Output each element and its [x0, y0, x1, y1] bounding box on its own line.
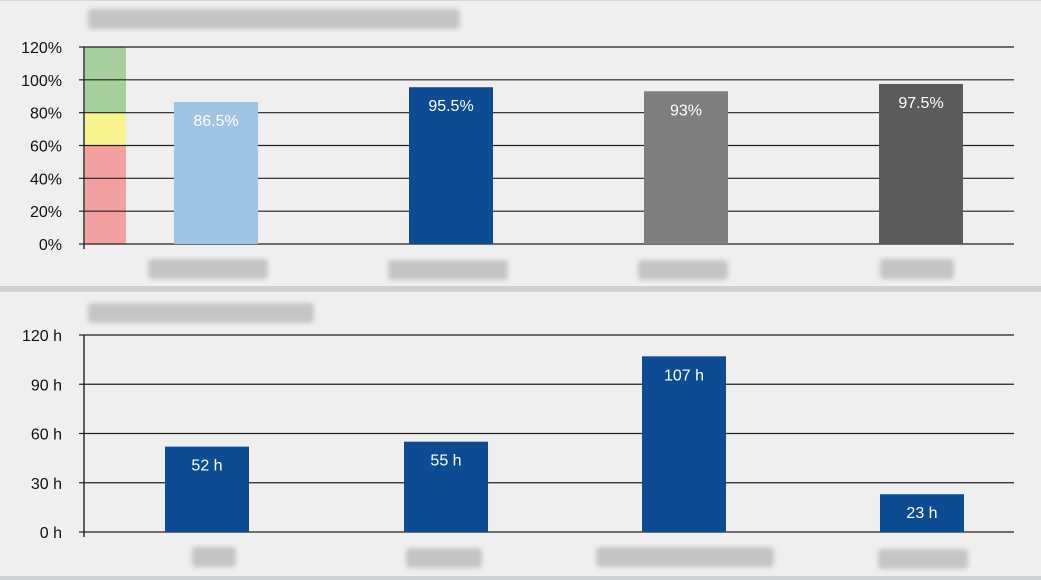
bar-value-label: 97.5% [898, 95, 943, 112]
chart-panel-top: 0% 20% 40% 60% 80% 100% 120% 86.5% 95.5% 93% 97.5% [0, 0, 1041, 286]
bar-0 [174, 101, 258, 244]
bar-value-label: 107 h [664, 367, 704, 384]
bar-2 [642, 356, 726, 532]
chart-title-blurred [88, 9, 460, 29]
bar-value-label: 55 h [430, 453, 461, 470]
category-label-blurred [148, 259, 268, 279]
chart-title-blurred [88, 303, 314, 323]
y-tick-label: 100% [21, 73, 62, 90]
threshold-band-1 [85, 112, 126, 146]
bar-3 [879, 83, 963, 244]
y-tick-label: 0 h [40, 525, 62, 542]
category-label-blurred [880, 259, 954, 279]
category-label-blurred [192, 547, 236, 567]
y-tick-label: 0% [39, 237, 62, 254]
bar-0 [165, 446, 249, 532]
bar-chart-hours: 0 h 30 h 60 h 90 h 120 h 52 h 55 h 107 h 23 h [22, 328, 1014, 542]
category-label-blurred [406, 548, 482, 568]
bar-3 [880, 494, 964, 532]
bar-value-label: 23 h [906, 505, 937, 522]
y-tick-label: 30 h [31, 476, 62, 493]
bar-2 [644, 91, 728, 244]
bar-1 [404, 441, 488, 532]
bar-value-label: 52 h [191, 458, 222, 475]
y-tick-label: 60 h [31, 427, 62, 444]
category-label-blurred [878, 549, 968, 569]
y-tick-label: 60% [30, 139, 62, 156]
y-tick-label: 120% [21, 40, 62, 57]
bar-value-label: 95.5% [428, 98, 473, 115]
category-label-blurred [596, 547, 774, 567]
y-tick-label: 90 h [31, 377, 62, 394]
y-tick-label: 40% [30, 171, 62, 188]
bar-1 [409, 87, 493, 245]
y-tick-label: 20% [30, 204, 62, 221]
bar-value-label: 86.5% [193, 113, 238, 130]
bar-chart-percent: 0% 20% 40% 60% 80% 100% 120% 86.5% 95.5% 93% 97.5% [21, 40, 1014, 254]
bar-value-label: 93% [670, 102, 702, 119]
y-tick-label: 80% [30, 106, 62, 123]
threshold-band-0 [85, 145, 126, 244]
y-tick-label: 120 h [22, 328, 62, 345]
chart-panel-bottom: 0 h 30 h 60 h 90 h 120 h 52 h 55 h 107 h 23 h [0, 291, 1041, 576]
category-label-blurred [638, 260, 728, 280]
category-label-blurred [388, 260, 508, 280]
